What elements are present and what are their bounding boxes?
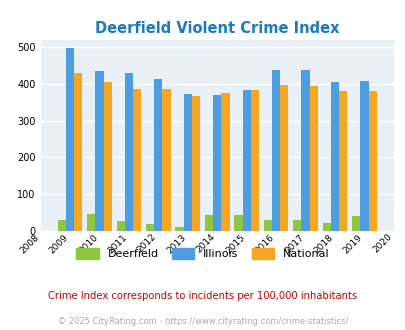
Bar	[58, 220, 66, 231]
Title: Deerfield Violent Crime Index: Deerfield Violent Crime Index	[95, 21, 339, 36]
Bar	[234, 215, 242, 231]
Bar	[279, 85, 288, 231]
Bar	[154, 79, 162, 231]
Bar	[309, 86, 317, 231]
Bar	[263, 220, 271, 231]
Bar	[250, 90, 258, 231]
Bar	[301, 70, 309, 231]
Bar	[95, 71, 103, 231]
Bar	[162, 88, 170, 231]
Bar	[330, 82, 338, 231]
Bar	[116, 221, 124, 231]
Bar	[192, 96, 200, 231]
Bar	[103, 82, 111, 231]
Bar	[183, 94, 192, 231]
Bar	[124, 74, 133, 231]
Bar	[87, 214, 95, 231]
Bar	[359, 81, 368, 231]
Bar	[213, 95, 221, 231]
Bar	[292, 220, 301, 231]
Bar	[322, 223, 330, 231]
Bar	[205, 215, 213, 231]
Bar	[338, 91, 346, 231]
Bar	[175, 227, 183, 231]
Bar	[368, 91, 376, 231]
Bar	[133, 88, 141, 231]
Text: Crime Index corresponds to incidents per 100,000 inhabitants: Crime Index corresponds to incidents per…	[48, 291, 357, 301]
Bar	[74, 73, 82, 231]
Legend: Deerfield, Illinois, National: Deerfield, Illinois, National	[72, 243, 333, 263]
Bar	[242, 90, 250, 231]
Bar	[66, 48, 74, 231]
Text: © 2025 CityRating.com - https://www.cityrating.com/crime-statistics/: © 2025 CityRating.com - https://www.city…	[58, 317, 347, 326]
Bar	[221, 93, 229, 231]
Bar	[146, 224, 154, 231]
Bar	[271, 70, 279, 231]
Bar	[351, 216, 359, 231]
